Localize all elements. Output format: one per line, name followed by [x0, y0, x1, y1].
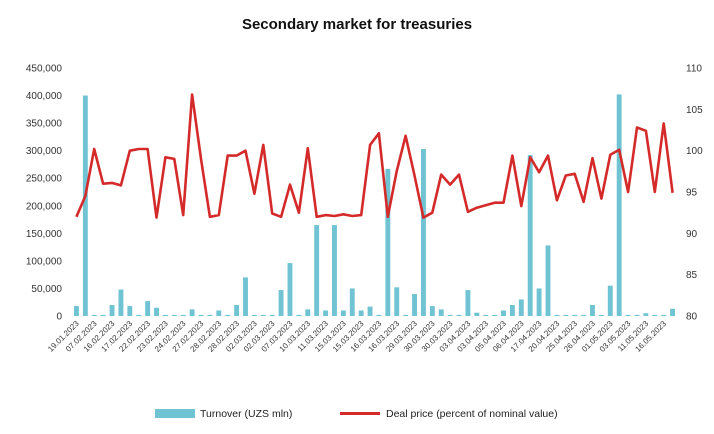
turnover-bar: [536, 288, 542, 316]
legend-label-deal-price: Deal price (percent of nominal value): [386, 408, 558, 420]
turnover-bar: [349, 288, 355, 316]
left-tick-label: 200,000: [26, 201, 63, 212]
turnover-bar: [527, 155, 533, 316]
left-tick-label: 250,000: [26, 174, 63, 185]
turnover-bar: [145, 301, 151, 316]
right-tick-label: 85: [686, 270, 698, 281]
turnover-bar: [314, 225, 320, 316]
turnover-bar: [554, 314, 560, 316]
turnover-bar: [100, 314, 106, 316]
turnover-bar: [438, 309, 444, 316]
left-tick-label: 350,000: [26, 119, 63, 130]
turnover-bar: [412, 293, 417, 316]
left-tick-label: 300,000: [26, 146, 63, 157]
turnover-bar: [607, 285, 613, 316]
right-axis: 80 85 90 95 100 105 110: [686, 64, 703, 323]
turnover-bar: [501, 310, 506, 316]
turnover-bar: [581, 314, 587, 316]
turnover-bar: [572, 314, 578, 316]
right-tick-label: 95: [686, 188, 698, 199]
legend-swatch-turnover: [155, 409, 195, 418]
turnover-bar: [634, 314, 640, 316]
right-tick-label: 105: [686, 105, 703, 116]
turnover-bar: [287, 263, 293, 316]
turnover-bar: [492, 314, 498, 316]
turnover-bar: [545, 245, 551, 316]
turnover-bar: [394, 287, 400, 316]
turnover-bar: [376, 314, 382, 316]
turnover-bars: [74, 94, 675, 316]
turnover-bar: [305, 309, 311, 316]
turnover-bar: [82, 95, 88, 316]
turnover-bar: [385, 168, 391, 316]
turnover-bar: [429, 306, 435, 316]
turnover-bar: [340, 310, 346, 316]
deal-price-line: [75, 93, 674, 219]
turnover-bar: [234, 304, 240, 316]
turnover-bar: [465, 290, 471, 316]
turnover-bar: [207, 314, 213, 316]
left-axis: 0 50,000 100,000 150,000 200,000 250,000 300,0…: [26, 64, 63, 323]
turnover-bar: [296, 314, 302, 316]
right-tick-label: 80: [686, 312, 698, 323]
left-tick-label: 400,000: [26, 91, 63, 102]
turnover-bar: [367, 306, 373, 316]
turnover-bar: [332, 225, 337, 316]
left-tick-label: 450,000: [26, 64, 63, 75]
turnover-bar: [118, 289, 124, 316]
turnover-bar: [616, 94, 622, 316]
turnover-bar: [447, 314, 453, 316]
turnover-bar: [420, 149, 426, 316]
left-tick-label: 50,000: [31, 284, 62, 295]
turnover-bar: [162, 314, 168, 316]
turnover-bar: [198, 314, 204, 316]
turnover-bar: [483, 314, 489, 316]
legend: Turnover (UZS mln) Deal price (percent o…: [155, 408, 558, 420]
turnover-bar: [403, 314, 409, 316]
turnover-bar: [154, 307, 159, 316]
turnover-bar: [625, 314, 631, 316]
turnover-bar: [358, 310, 364, 316]
turnover-bar: [661, 314, 667, 316]
turnover-bar: [643, 313, 649, 316]
turnover-bar: [251, 314, 257, 316]
turnover-bar: [216, 310, 222, 316]
turnover-bar: [127, 306, 133, 316]
turnover-bar: [171, 314, 177, 316]
turnover-bar: [225, 314, 231, 316]
turnover-bar: [323, 310, 329, 316]
turnover-bar: [91, 314, 97, 316]
turnover-bar: [563, 314, 569, 316]
legend-label-turnover: Turnover (UZS mln): [200, 408, 292, 420]
turnover-bar: [136, 314, 142, 316]
turnover-bar: [590, 304, 595, 316]
right-tick-label: 90: [686, 229, 698, 240]
turnover-bar: [518, 299, 524, 316]
chart-title: Secondary market for treasuries: [242, 16, 472, 33]
turnover-bar: [509, 304, 515, 316]
turnover-bar: [180, 314, 186, 316]
turnover-bar: [74, 306, 79, 316]
turnover-bar: [109, 304, 115, 316]
turnover-bar: [269, 314, 275, 316]
x-axis: 19.01.202307.02.202316.02.202317.02.2023…: [46, 319, 668, 354]
turnover-bar: [652, 314, 658, 316]
turnover-bar: [598, 314, 604, 316]
deal-price-line-layer: [75, 93, 674, 219]
turnover-bar: [189, 309, 195, 316]
turnover-bar: [456, 314, 462, 316]
turnover-bar: [243, 277, 248, 316]
turnover-bar: [278, 290, 284, 316]
turnover-bar: [474, 312, 480, 316]
left-tick-label: 0: [56, 312, 62, 323]
right-tick-label: 100: [686, 146, 703, 157]
turnover-bar: [670, 308, 675, 316]
turnover-bar: [260, 314, 266, 316]
left-tick-label: 100,000: [26, 256, 63, 267]
right-tick-label: 110: [686, 64, 702, 75]
left-tick-label: 150,000: [26, 229, 63, 240]
